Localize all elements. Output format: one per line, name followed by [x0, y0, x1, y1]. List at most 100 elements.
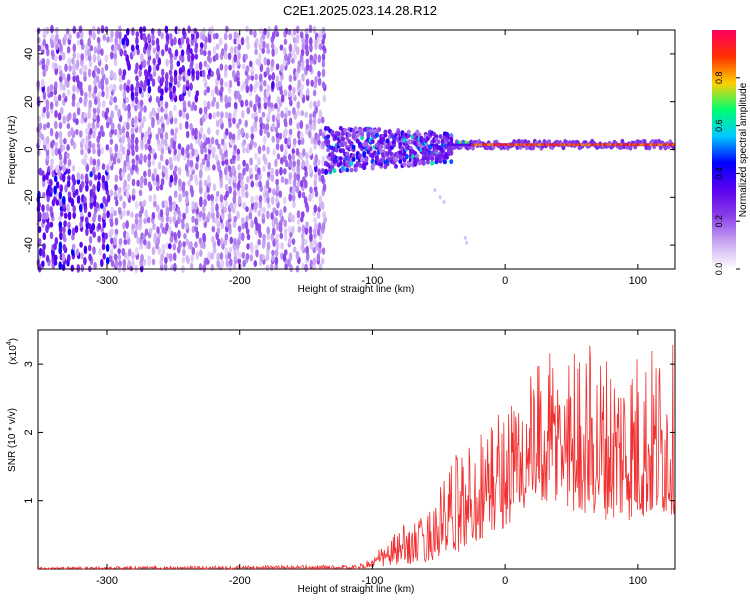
spectrogram-cell — [300, 231, 305, 241]
spectrogram-cell — [288, 193, 293, 202]
spectrogram-cell — [345, 151, 350, 157]
spectrogram-cell — [370, 139, 375, 144]
spectrogram-cell — [233, 31, 238, 40]
spectrogram-ylabel: Frequency (Hz) — [7, 116, 18, 185]
spectrogram-cell — [101, 232, 106, 239]
spectrogram-cell — [139, 99, 144, 107]
spectrogram-cell — [207, 251, 211, 261]
spectrogram-cell — [67, 228, 72, 236]
spectrogram-cell — [215, 43, 220, 50]
spectrogram-cell — [232, 110, 237, 119]
spectrogram-cell — [272, 188, 276, 196]
spectrogram-cell — [402, 162, 407, 168]
spectrogram-cell — [139, 153, 143, 161]
spectrogram-cell — [271, 114, 276, 123]
spectrogram-cell — [148, 227, 153, 234]
spectrogram-cell — [79, 220, 83, 229]
spectrogram-cell — [182, 27, 186, 37]
spectrogram-cell — [358, 128, 362, 134]
spectrogram-cell — [143, 170, 147, 178]
spectrogram-cell — [180, 218, 185, 225]
spectrogram-cell — [267, 99, 271, 108]
spectrogram-cell — [246, 233, 251, 241]
spectrogram-cell — [174, 165, 178, 172]
spectrogram-cell — [189, 262, 194, 270]
spectrogram-cell — [97, 131, 102, 140]
spectrogram-cell — [216, 252, 220, 262]
spectrogram-cell — [58, 54, 63, 61]
spectrogram-cell — [109, 138, 114, 145]
spectrogram-cell — [76, 195, 81, 204]
spectrogram-cell — [270, 58, 275, 68]
spectrogram-cell — [71, 243, 76, 251]
spectrogram-cell — [126, 28, 130, 36]
spectrogram-cell — [143, 68, 148, 77]
spectrogram-cell — [324, 170, 328, 176]
spectrogram-cell — [62, 164, 66, 173]
spectrogram-cell — [237, 195, 242, 205]
spectrogram-cell — [292, 107, 296, 115]
spectrogram-cell — [236, 210, 240, 220]
spectrogram-cell — [114, 228, 119, 235]
spectrogram-cell — [229, 236, 234, 245]
spectrogram-cell — [274, 25, 278, 34]
spectrogram-cell — [279, 232, 284, 240]
spectrogram-cell — [51, 169, 56, 178]
spectrogram-cell — [101, 110, 106, 118]
spectrogram-cell — [279, 209, 283, 218]
spectrogram-cell — [245, 228, 250, 235]
spectrogram-cell — [233, 215, 238, 223]
spectrogram-cell — [212, 96, 217, 103]
spectrogram-cell — [126, 84, 130, 94]
spectrogram-cell — [173, 69, 178, 78]
spectrogram-cell — [109, 189, 114, 197]
spectrogram-cell — [155, 37, 160, 47]
spectrogram-cell — [228, 79, 233, 88]
spectrogram-cell — [309, 232, 313, 242]
spectrogram-cell — [45, 136, 50, 144]
spectrogram-cell — [37, 238, 42, 245]
spectrogram-cell — [280, 64, 284, 73]
spectrogram-cell — [92, 112, 97, 120]
spectrogram-cell — [75, 188, 79, 196]
spectrogram-cell — [224, 247, 229, 256]
spectrogram-cell — [114, 152, 118, 159]
spectrogram-cell — [291, 214, 295, 223]
spectrogram-cell — [254, 73, 258, 81]
spectrogram-cell — [263, 71, 268, 78]
spectrogram-cell — [178, 178, 182, 187]
spectrogram-cell — [195, 162, 199, 171]
spectrogram-cell — [303, 196, 308, 205]
spectrogram-cell — [104, 180, 108, 188]
spectrogram-cell — [194, 62, 199, 72]
spectrogram-cell — [274, 126, 279, 133]
spectrogram-cell — [322, 94, 327, 103]
spectrogram-cell — [63, 220, 67, 228]
spectrogram-cell — [266, 210, 270, 220]
spectrogram-cell — [122, 264, 126, 272]
spectrogram-cell — [321, 81, 326, 89]
spectrogram-cell — [93, 46, 98, 54]
spectrogram-cell — [215, 190, 220, 197]
spectrogram-cell — [199, 126, 204, 135]
spectrogram-cell — [160, 115, 164, 125]
spectrogram-cell — [275, 132, 280, 139]
spectrogram-cell — [66, 123, 71, 130]
spectrogram-cell — [233, 144, 237, 152]
spectrogram-cell — [267, 25, 272, 33]
spectrogram-cell — [106, 163, 110, 173]
spectrogram-cell — [301, 211, 305, 219]
spectrogram-cell — [123, 238, 128, 246]
spectrogram-cell — [88, 60, 93, 68]
spectrogram-cell — [122, 222, 126, 230]
spectrogram-cell — [130, 127, 135, 135]
spectrogram-cell — [265, 190, 270, 199]
spectrogram-cell — [155, 96, 160, 103]
spectrogram-cell — [49, 186, 53, 194]
spectrogram-cell — [118, 237, 123, 246]
spectrogram-cell — [212, 46, 217, 55]
spectrogram-cell — [312, 257, 317, 266]
spectrogram-cell — [134, 200, 139, 209]
spectrogram-cell — [131, 27, 135, 36]
